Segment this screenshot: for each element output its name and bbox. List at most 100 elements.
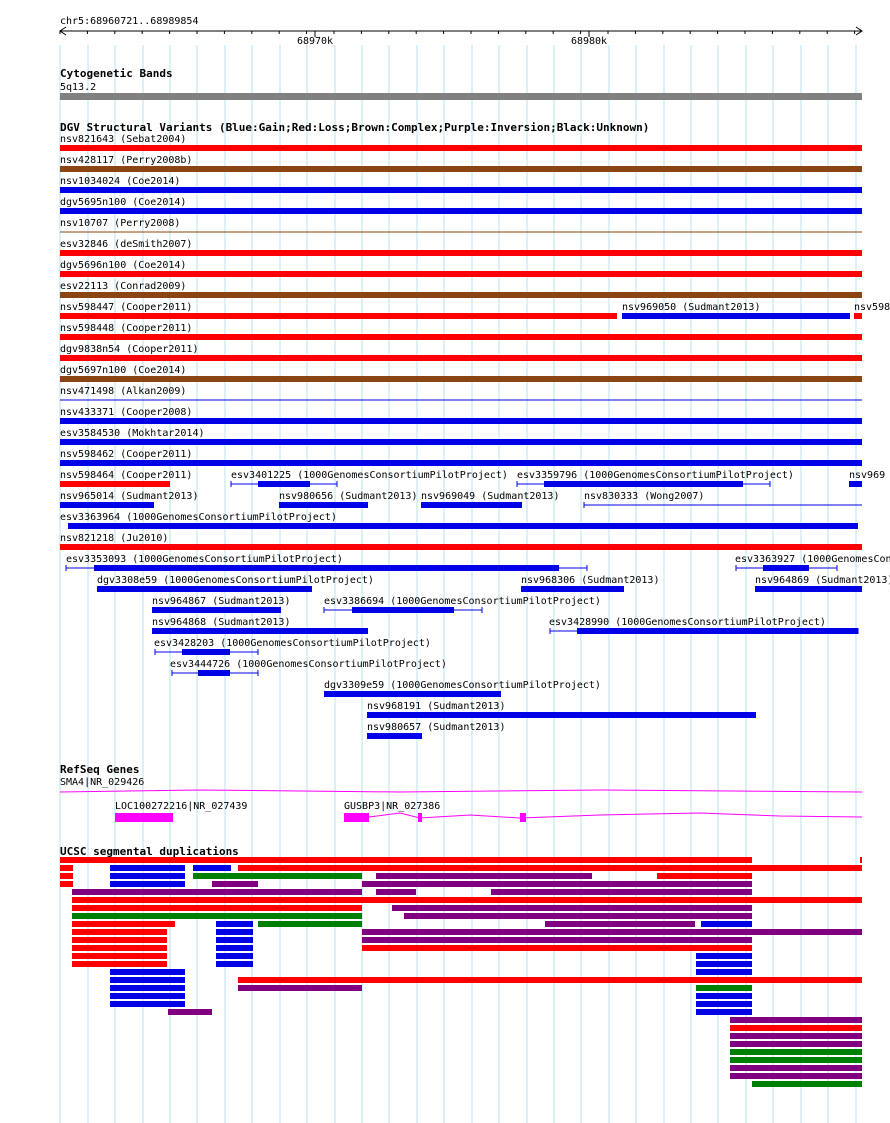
variant-bar[interactable] xyxy=(60,355,862,361)
variant-bar[interactable] xyxy=(60,376,862,382)
variant-label[interactable]: esv3428990 (1000GenomesConsortiumPilotPr… xyxy=(549,617,826,628)
variant-label[interactable]: esv32846 (deSmith2007) xyxy=(60,239,192,250)
variant-label[interactable]: esv3363927 (1000GenomesCon xyxy=(735,554,890,565)
variant-bar[interactable] xyxy=(60,502,154,508)
variant-bar[interactable] xyxy=(521,586,624,592)
variant-bar[interactable] xyxy=(60,166,862,172)
variant-label[interactable]: dgv3308e59 (1000GenomesConsortiumPilotPr… xyxy=(97,575,374,586)
variant-bar[interactable] xyxy=(421,502,522,508)
segdup-feature[interactable] xyxy=(701,921,752,927)
gene-exon[interactable] xyxy=(344,813,369,822)
segdup-feature[interactable] xyxy=(696,969,752,975)
segdup-feature[interactable] xyxy=(752,1081,862,1087)
variant-label[interactable]: nsv598 xyxy=(854,302,890,313)
variant-label[interactable]: esv3584530 (Mokhtar2014) xyxy=(60,428,205,439)
segdup-feature[interactable] xyxy=(60,857,752,863)
segdup-feature[interactable] xyxy=(60,881,73,887)
segdup-feature[interactable] xyxy=(193,873,362,879)
variant-label[interactable]: esv3401225 (1000GenomesConsortiumPilotPr… xyxy=(231,470,508,481)
segdup-feature[interactable] xyxy=(72,945,167,951)
variant-bar[interactable] xyxy=(763,565,809,571)
variant-bar[interactable] xyxy=(60,187,862,193)
segdup-feature[interactable] xyxy=(404,913,752,919)
variant-bar[interactable] xyxy=(60,271,862,277)
segdup-feature[interactable] xyxy=(72,953,167,959)
variant-label[interactable]: dgv3309e59 (1000GenomesConsortiumPilotPr… xyxy=(324,680,601,691)
segdup-feature[interactable] xyxy=(110,977,185,983)
gene-feature[interactable] xyxy=(115,813,173,822)
variant-bar[interactable] xyxy=(60,418,862,424)
segdup-feature[interactable] xyxy=(362,881,752,887)
variant-bar[interactable] xyxy=(60,439,862,445)
variant-label[interactable]: nsv964868 (Sudmant2013) xyxy=(152,617,290,628)
segdup-feature[interactable] xyxy=(110,985,185,991)
segdup-feature[interactable] xyxy=(72,961,167,967)
segdup-feature[interactable] xyxy=(216,961,253,967)
segdup-track-title[interactable]: UCSC segmental duplications xyxy=(60,845,239,858)
variant-bar[interactable] xyxy=(279,502,368,508)
variant-bar[interactable] xyxy=(367,712,756,718)
segdup-feature[interactable] xyxy=(696,993,752,999)
segdup-feature[interactable] xyxy=(362,937,752,943)
variant-label[interactable]: nsv969050 (Sudmant2013) xyxy=(622,302,760,313)
variant-bar[interactable] xyxy=(577,628,858,634)
variant-label[interactable]: nsv1034024 (Coe2014) xyxy=(60,176,180,187)
variant-label[interactable]: nsv598447 (Cooper2011) xyxy=(60,302,192,313)
variant-label[interactable]: nsv598448 (Cooper2011) xyxy=(60,323,192,334)
segdup-feature[interactable] xyxy=(730,1025,862,1031)
variant-bar[interactable] xyxy=(854,313,862,319)
segdup-feature[interactable] xyxy=(72,921,175,927)
variant-bar[interactable] xyxy=(258,481,310,487)
variant-bar[interactable] xyxy=(60,145,862,151)
variant-label[interactable]: nsv821643 (Sebat2004) xyxy=(60,134,186,145)
segdup-feature[interactable] xyxy=(730,1073,862,1079)
variant-label[interactable]: nsv964869 (Sudmant2013) xyxy=(755,575,890,586)
segdup-feature[interactable] xyxy=(216,929,253,935)
segdup-feature[interactable] xyxy=(216,953,253,959)
variant-label[interactable]: esv3428203 (1000GenomesConsortiumPilotPr… xyxy=(154,638,431,649)
segdup-feature[interactable] xyxy=(491,889,752,895)
segdup-feature[interactable] xyxy=(72,889,362,895)
variant-bar[interactable] xyxy=(60,460,862,466)
cytoband-track-title[interactable]: Cytogenetic Bands xyxy=(60,67,173,80)
variant-bar[interactable] xyxy=(352,607,454,613)
segdup-feature[interactable] xyxy=(238,865,862,871)
segdup-feature[interactable] xyxy=(238,985,362,991)
segdup-feature[interactable] xyxy=(72,929,167,935)
variant-label[interactable]: nsv980656 (Sudmant2013) xyxy=(279,491,417,502)
segdup-feature[interactable] xyxy=(696,961,752,967)
variant-label[interactable]: esv3386694 (1000GenomesConsortiumPilotPr… xyxy=(324,596,601,607)
segdup-feature[interactable] xyxy=(362,929,862,935)
segdup-feature[interactable] xyxy=(110,873,185,879)
segdup-feature[interactable] xyxy=(72,937,167,943)
variant-label[interactable]: dgv5696n100 (Coe2014) xyxy=(60,260,186,271)
scroll-right-arrow[interactable] xyxy=(855,26,863,36)
variant-bar[interactable] xyxy=(324,691,501,697)
variant-label[interactable]: esv3363964 (1000GenomesConsortiumPilotPr… xyxy=(60,512,337,523)
segdup-feature[interactable] xyxy=(696,1001,752,1007)
variant-label[interactable]: nsv830333 (Wong2007) xyxy=(584,491,704,502)
segdup-feature[interactable] xyxy=(730,1049,862,1055)
variant-label[interactable]: nsv10707 (Perry2008) xyxy=(60,218,180,229)
gene-exon[interactable] xyxy=(418,813,422,822)
variant-label[interactable]: esv3444726 (1000GenomesConsortiumPilotPr… xyxy=(170,659,447,670)
variant-bar[interactable] xyxy=(198,670,230,676)
variant-label[interactable]: nsv965014 (Sudmant2013) xyxy=(60,491,198,502)
refseq-track-title[interactable]: RefSeq Genes xyxy=(60,763,139,776)
variant-bar[interactable] xyxy=(849,481,862,487)
variant-bar[interactable] xyxy=(367,733,422,739)
variant-bar[interactable] xyxy=(60,481,170,487)
segdup-feature[interactable] xyxy=(730,1065,862,1071)
variant-label[interactable]: dgv9838n54 (Cooper2011) xyxy=(60,344,198,355)
segdup-feature[interactable] xyxy=(238,977,862,983)
segdup-feature[interactable] xyxy=(362,945,752,951)
variant-label[interactable]: esv3353093 (1000GenomesConsortiumPilotPr… xyxy=(66,554,343,565)
segdup-feature[interactable] xyxy=(168,1009,212,1015)
variant-bar[interactable] xyxy=(60,313,617,319)
segdup-feature[interactable] xyxy=(258,921,362,927)
variant-bar[interactable] xyxy=(544,481,743,487)
segdup-feature[interactable] xyxy=(216,945,253,951)
segdup-feature[interactable] xyxy=(72,913,362,919)
segdup-feature[interactable] xyxy=(212,881,258,887)
variant-label[interactable]: nsv433371 (Cooper2008) xyxy=(60,407,192,418)
